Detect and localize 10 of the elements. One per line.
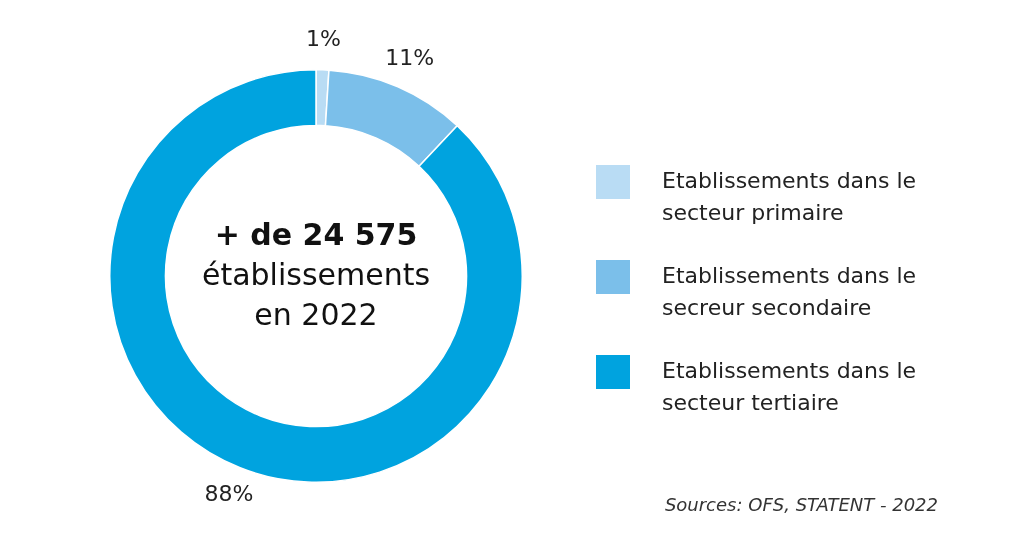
source-note: Sources: OFS, STATENT - 2022 — [664, 494, 938, 515]
legend-label: Etablissements dans le secreur secondaire — [662, 262, 918, 322]
text: établissements — [200, 256, 432, 294]
data-label: 88% — [204, 481, 254, 507]
data-label: 1% — [305, 25, 341, 51]
data-label: 11% — [385, 44, 435, 70]
text: en 2022 — [253, 296, 379, 334]
legend-label: Etablissements dans le secteur tertiaire — [662, 357, 918, 417]
text: + de 24 575 — [213, 216, 419, 254]
legend-label: Etablissements dans le secteur primaire — [662, 167, 918, 227]
